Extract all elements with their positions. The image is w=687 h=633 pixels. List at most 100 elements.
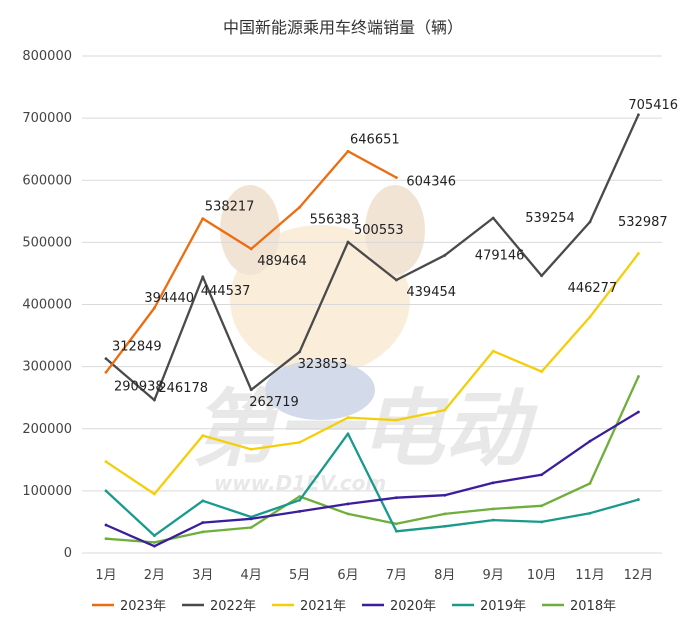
legend-label: 2022年 <box>210 599 256 614</box>
data-label: 500553 <box>354 223 404 238</box>
data-point <box>249 517 253 521</box>
data-label: 538217 <box>205 200 255 215</box>
data-label: 446277 <box>568 281 618 296</box>
data-point <box>153 492 156 496</box>
plot-area <box>104 113 640 548</box>
data-point <box>201 521 205 524</box>
data-point <box>104 537 108 541</box>
data-point <box>637 375 640 378</box>
data-point <box>201 499 205 503</box>
data-point <box>153 544 156 548</box>
data-label: 479146 <box>475 248 525 263</box>
watermark-url: www.D1EV.com <box>214 471 386 495</box>
data-point <box>443 524 447 528</box>
y-tick-label: 300000 <box>22 360 72 375</box>
data-label: 439454 <box>406 285 456 300</box>
legend-label: 2018年 <box>570 599 616 614</box>
y-tick-label: 700000 <box>22 111 72 126</box>
data-point <box>249 526 253 529</box>
data-point <box>588 439 592 443</box>
data-point <box>153 534 156 538</box>
data-point <box>346 512 350 516</box>
data-point <box>443 408 447 412</box>
data-point <box>201 530 205 534</box>
data-point <box>395 496 398 500</box>
data-point <box>104 523 108 527</box>
x-tick-label: 12月 <box>624 568 654 583</box>
data-point <box>153 398 156 402</box>
data-point <box>298 495 301 498</box>
data-point <box>491 518 495 522</box>
data-point <box>491 481 495 485</box>
data-point <box>491 507 495 511</box>
x-tick-label: 3月 <box>192 568 213 583</box>
data-point <box>443 512 447 516</box>
x-tick-label: 2月 <box>144 568 165 583</box>
data-point <box>588 220 592 224</box>
data-point <box>249 447 253 451</box>
data-point <box>540 473 543 477</box>
data-point <box>104 370 108 374</box>
data-point <box>104 460 108 464</box>
data-point <box>588 482 592 485</box>
data-label: 539254 <box>525 211 575 226</box>
data-point <box>249 247 253 251</box>
y-tick-label: 0 <box>64 546 72 561</box>
data-point <box>249 388 253 392</box>
y-tick-label: 200000 <box>22 422 72 437</box>
data-point <box>298 441 301 444</box>
data-point <box>298 509 301 513</box>
watermark-mascot-antler-right <box>365 185 425 275</box>
series-line-2020年 <box>104 410 640 548</box>
series-line-2019年 <box>104 432 640 537</box>
data-point <box>637 410 640 414</box>
data-point <box>346 149 350 153</box>
data-point <box>346 240 350 244</box>
y-tick-label: 100000 <box>22 484 72 499</box>
data-point <box>298 498 301 502</box>
data-point <box>540 274 543 278</box>
legend-label: 2019年 <box>480 599 526 614</box>
data-point <box>491 216 495 220</box>
x-tick-label: 10月 <box>527 568 557 583</box>
x-tick-label: 7月 <box>386 568 407 583</box>
data-point <box>443 253 447 257</box>
chart-title: 中国新能源乘用车终端销量（辆） <box>223 18 463 37</box>
series-line-2018年 <box>104 375 640 544</box>
data-point <box>588 315 592 319</box>
data-point <box>395 176 398 179</box>
data-point <box>201 217 205 221</box>
legend-label: 2023年 <box>120 599 166 614</box>
data-point <box>346 502 350 506</box>
data-label: 532987 <box>618 215 668 230</box>
data-point <box>443 493 447 497</box>
watermark-mascot-head <box>230 225 410 375</box>
data-label: 705416 <box>628 98 678 113</box>
data-point <box>588 511 592 515</box>
data-point <box>491 349 495 353</box>
data-label: 394440 <box>144 291 194 306</box>
series-line-2021年 <box>104 252 640 496</box>
x-tick-label: 5月 <box>289 568 310 583</box>
grid-lines <box>82 55 662 554</box>
data-point <box>637 498 640 501</box>
data-point <box>540 504 543 508</box>
data-label: 312849 <box>112 340 162 355</box>
legend: 2023年 2022年 2021年 2020年 2019年 2018年 <box>92 599 616 614</box>
y-tick-label: 400000 <box>22 298 72 313</box>
data-label: 604346 <box>406 175 456 190</box>
data-label: 646651 <box>350 132 400 147</box>
legend-label: 2020年 <box>390 599 436 614</box>
y-axis: 0 100000 200000 300000 400000 500000 600000 700… <box>22 49 72 561</box>
data-label: 290938 <box>114 379 164 394</box>
data-labels: 290938 394440 538217 489464 556383 646651 6043… <box>112 98 678 410</box>
x-tick-label: 9月 <box>483 568 504 583</box>
data-point <box>395 522 398 526</box>
data-point <box>346 432 350 436</box>
x-tick-label: 8月 <box>434 568 455 583</box>
data-point <box>395 529 398 533</box>
data-point <box>395 278 398 282</box>
data-label: 246178 <box>158 381 208 396</box>
x-tick-label: 11月 <box>575 568 605 583</box>
